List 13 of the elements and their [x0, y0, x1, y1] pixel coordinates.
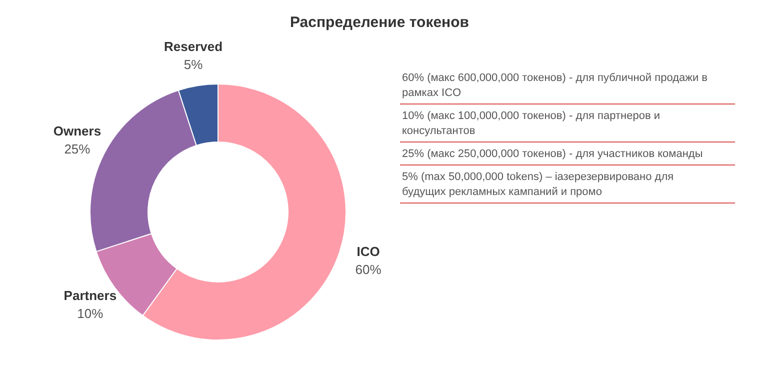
- data-label: 5%: [184, 56, 204, 72]
- text: 10% (макс 100,000,000 токенов) - для партнеров и консультантов: [402, 110, 660, 137]
- slice-label: ICO: [356, 244, 380, 259]
- slice-label: Reserved: [164, 38, 223, 54]
- slice-label: Partners: [64, 288, 117, 303]
- text: 25% (макс 250,000,000 токенов) - для участников команды: [402, 148, 703, 160]
- text: 5% (max 50,000,000 tokens) – іазерезервировано для будущих рекламных кампаний и промо: [402, 171, 674, 198]
- chart-title: Распределение токенов: [290, 14, 469, 31]
- data-label: 60%: [355, 262, 382, 277]
- slice-label: Owners: [53, 123, 102, 138]
- data-label: 10%: [77, 306, 104, 321]
- data-label: 25%: [64, 141, 91, 156]
- text: 60% (макс 600,000,000 токенов) - для публичной продажи в рамках ICO: [402, 72, 708, 99]
